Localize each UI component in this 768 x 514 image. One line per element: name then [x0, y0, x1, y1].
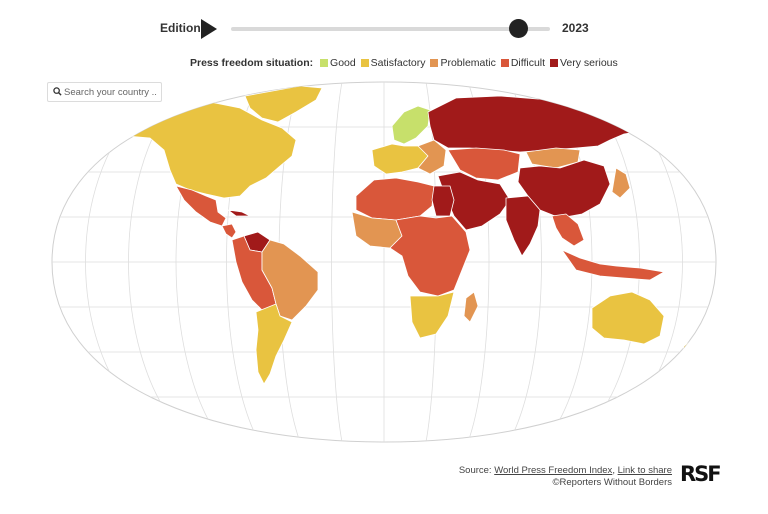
- legend-swatch: [360, 58, 369, 67]
- credit-line: ©Reporters Without Borders: [552, 477, 672, 488]
- edition-year: 2023: [562, 21, 589, 35]
- region-japan[interactable]: [611, 167, 631, 199]
- search-icon: [53, 87, 62, 96]
- share-link[interactable]: Link to share: [617, 465, 672, 476]
- region-south-america-south[interactable]: [255, 303, 293, 385]
- legend-swatch: [320, 58, 329, 67]
- source-credit: Source: World Press Freedom Index, Link …: [459, 465, 672, 489]
- region-brazil[interactable]: [261, 239, 319, 321]
- legend-swatch: [430, 58, 439, 67]
- legend-label: Problematic: [440, 57, 496, 69]
- legend-label: Difficult: [510, 57, 546, 69]
- region-scandinavia[interactable]: [391, 105, 431, 145]
- legend-label: Satisfactory: [370, 57, 426, 69]
- source-link[interactable]: World Press Freedom Index: [494, 465, 613, 476]
- region-egypt[interactable]: [431, 185, 455, 217]
- edition-slider-thumb[interactable]: [508, 19, 528, 38]
- play-icon[interactable]: [201, 19, 217, 39]
- legend-title: Press freedom situation:: [190, 57, 314, 69]
- source-prefix: Source:: [458, 465, 495, 476]
- country-search[interactable]: [47, 82, 162, 102]
- rsf-logo: RSF: [680, 462, 722, 486]
- region-indonesia[interactable]: [561, 249, 665, 281]
- legend-label: Very serious: [559, 57, 618, 69]
- region-southeast-asia[interactable]: [551, 213, 585, 247]
- legend-swatch: [500, 58, 509, 67]
- region-india[interactable]: [505, 195, 541, 257]
- region-greenland[interactable]: [244, 85, 323, 123]
- region-central-america[interactable]: [221, 223, 237, 239]
- region-madagascar[interactable]: [463, 291, 479, 323]
- region-north-africa[interactable]: [355, 177, 435, 221]
- edition-label: Edition: [160, 21, 201, 35]
- region-cuba[interactable]: [227, 209, 251, 217]
- edition-slider-bar: Edition 2023: [0, 14, 768, 42]
- legend-item-very-serious: Very serious: [549, 57, 618, 69]
- region-australia[interactable]: [591, 291, 665, 345]
- legend-item-good: Good: [320, 57, 356, 69]
- legend-swatch: [549, 58, 558, 67]
- legend-item-problematic: Problematic: [430, 57, 496, 69]
- source-line: Source: World Press Freedom Index, Link …: [459, 465, 672, 477]
- source-separator: ,: [612, 465, 618, 476]
- legend-item-difficult: Difficult: [500, 57, 546, 69]
- region-eastern-europe[interactable]: [417, 139, 447, 175]
- legend: Press freedom situation: Good Satisfacto…: [190, 57, 620, 71]
- legend-label: Good: [330, 57, 356, 69]
- edition-slider-track[interactable]: [231, 27, 550, 31]
- region-mexico[interactable]: [175, 185, 227, 227]
- region-north-america[interactable]: [125, 101, 297, 199]
- region-southern-africa[interactable]: [409, 291, 455, 339]
- legend-item-satisfactory: Satisfactory: [360, 57, 426, 69]
- region-central-africa[interactable]: [389, 215, 471, 297]
- search-input[interactable]: [64, 83, 157, 101]
- region-central-asia[interactable]: [447, 147, 521, 181]
